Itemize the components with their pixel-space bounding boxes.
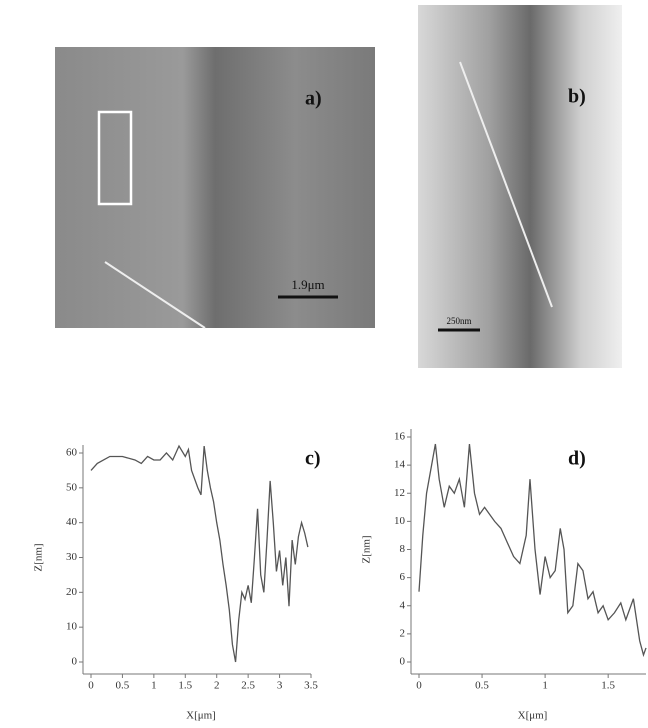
y-tick-label: 16 xyxy=(394,431,406,443)
y-tick-label: 8 xyxy=(400,543,406,555)
y-tick-label: 10 xyxy=(66,621,78,633)
panel-label: b) xyxy=(568,86,586,108)
afm-image-b xyxy=(418,5,622,368)
x-tick-label: 3 xyxy=(277,680,283,692)
y-tick-label: 40 xyxy=(66,516,78,528)
x-axis-label: X[μm] xyxy=(518,710,548,722)
y-tick-label: 12 xyxy=(394,487,405,499)
y-axis-label: Z[nm] xyxy=(361,535,373,563)
scale-bar-label: 250nm xyxy=(446,316,471,326)
y-tick-label: 2 xyxy=(400,627,406,639)
y-tick-label: 0 xyxy=(400,656,406,668)
y-tick-label: 0 xyxy=(72,656,78,668)
chart-title: d) xyxy=(568,448,586,470)
x-tick-label: 1.5 xyxy=(178,680,192,692)
x-tick-label: 3.5 xyxy=(304,680,318,692)
x-tick-label: 0 xyxy=(88,680,94,692)
x-tick-label: 1 xyxy=(542,680,548,692)
x-tick-label: 0.5 xyxy=(475,680,489,692)
profile-line xyxy=(419,444,646,655)
chart-title: c) xyxy=(305,448,321,470)
y-axis-label: Z[nm] xyxy=(33,543,45,571)
y-tick-label: 30 xyxy=(66,551,78,563)
x-tick-label: 0 xyxy=(416,680,422,692)
y-tick-label: 10 xyxy=(394,515,406,527)
y-tick-label: 4 xyxy=(400,599,406,611)
y-tick-label: 60 xyxy=(66,447,78,459)
afm-image-a xyxy=(55,47,375,328)
panel-label: a) xyxy=(305,88,322,110)
x-tick-label: 0.5 xyxy=(116,680,130,692)
y-tick-label: 14 xyxy=(394,459,406,471)
y-tick-label: 6 xyxy=(400,571,406,583)
x-tick-label: 2 xyxy=(214,680,220,692)
x-axis-label: X[μm] xyxy=(186,710,216,722)
figure: 1.9μm a) 250nm b) 00.511.522.533.5010203… xyxy=(0,0,648,728)
x-tick-label: 2.5 xyxy=(241,680,255,692)
scale-bar-label: 1.9μm xyxy=(291,277,324,292)
profile-line xyxy=(91,446,308,662)
y-tick-label: 50 xyxy=(66,481,78,493)
x-tick-label: 1 xyxy=(151,680,157,692)
x-tick-label: 1.5 xyxy=(601,680,615,692)
y-tick-label: 20 xyxy=(66,586,78,598)
